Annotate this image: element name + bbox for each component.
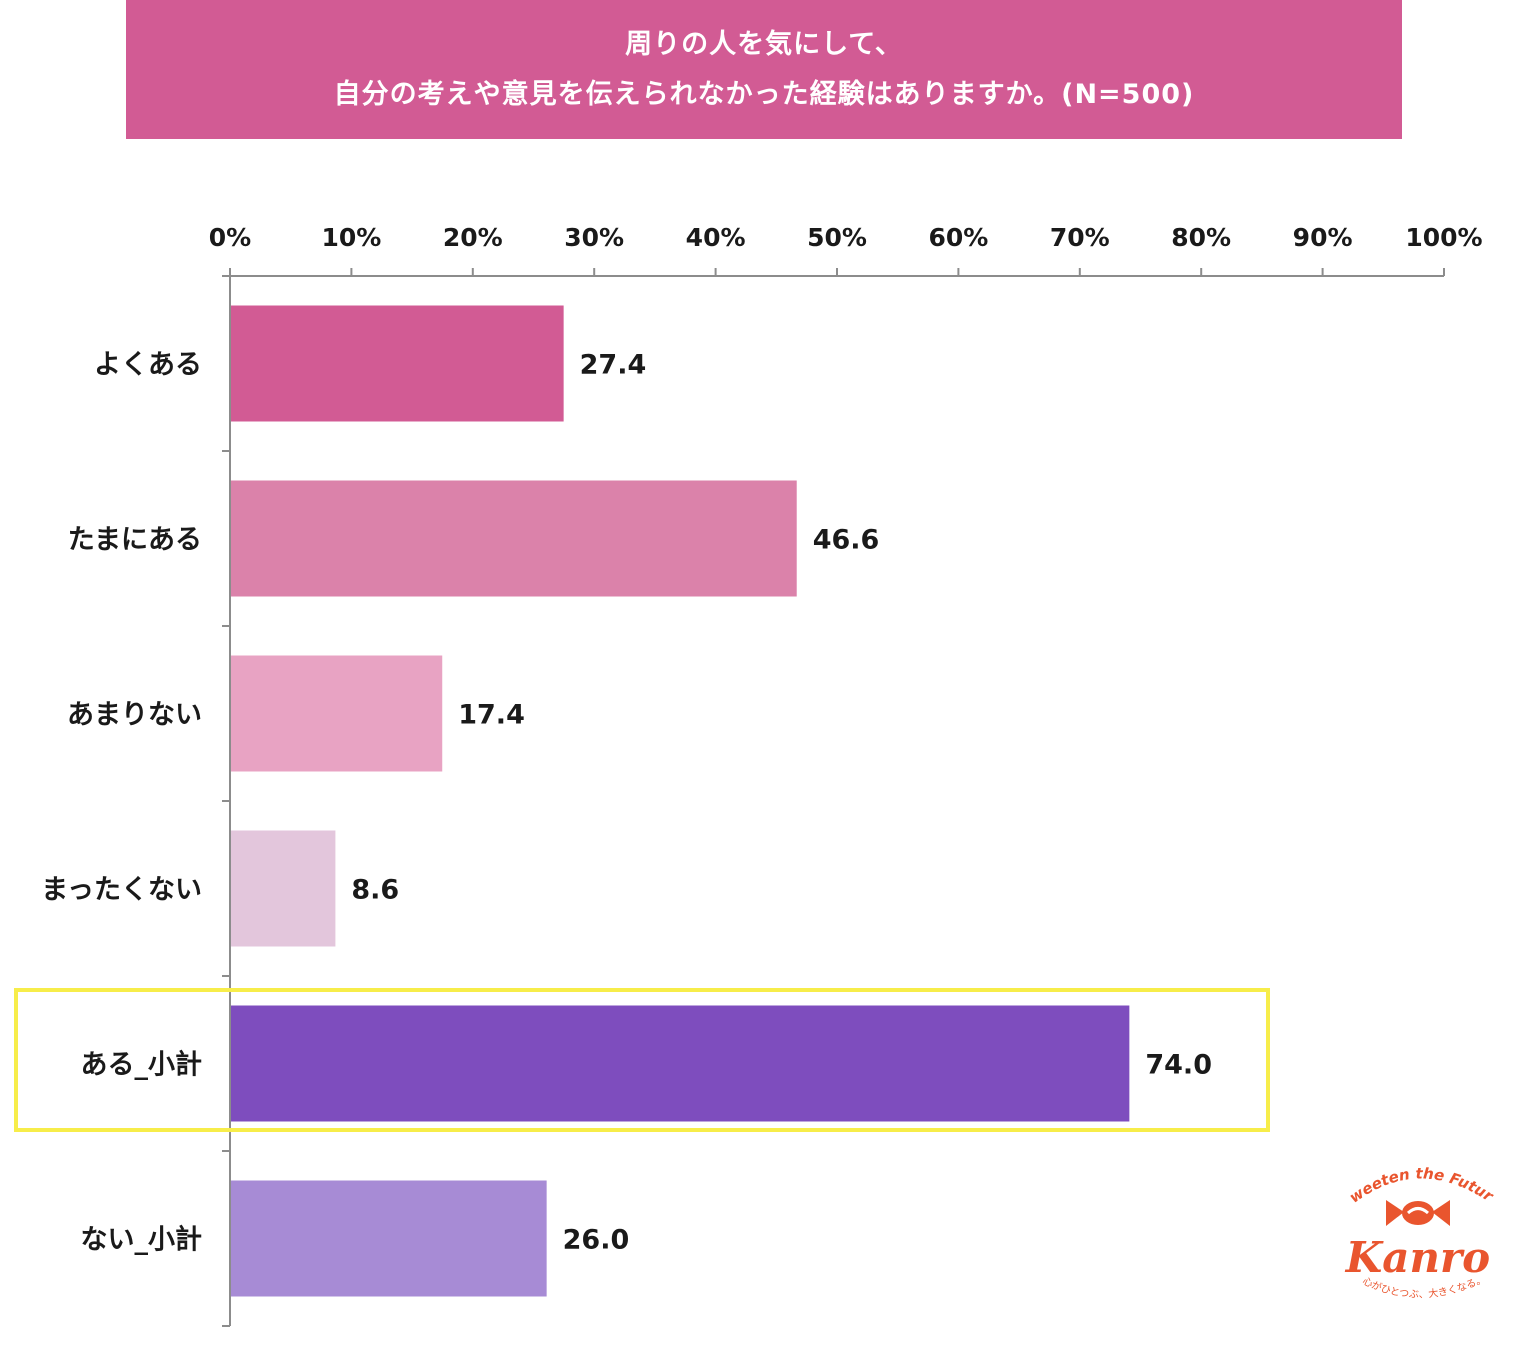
x-tick-label: 80% <box>1171 223 1231 252</box>
chart-title-banner: 周りの人を気にして、 自分の考えや意見を伝えられなかった経験はありますか。(N=… <box>126 0 1402 139</box>
category-label: たまにある <box>68 525 202 556</box>
value-label: 27.4 <box>580 350 647 381</box>
candy-icon <box>1386 1200 1450 1226</box>
kanro-logo: Sweeten the Future Kanro 心がひとつぶ、大きくなる。 <box>1338 1160 1498 1301</box>
category-label: ある_小計 <box>81 1049 203 1081</box>
logo-brand: Kanro <box>1345 1233 1490 1282</box>
x-tick-label: 50% <box>807 223 867 252</box>
category-label: あまりない <box>67 700 202 731</box>
bar <box>231 305 564 422</box>
value-label: 8.6 <box>351 875 399 906</box>
x-tick-label: 100% <box>1405 223 1482 252</box>
bar <box>231 480 797 597</box>
x-tick-label: 60% <box>928 223 988 252</box>
x-tick-label: 30% <box>564 223 624 252</box>
chart-title-line2: 自分の考えや意見を伝えられなかった経験はありますか。(N=500) <box>333 78 1195 110</box>
bar <box>231 830 336 947</box>
category-label: まったくない <box>41 875 202 906</box>
logo-tagline: Sweeten the Future <box>1338 1160 1498 1207</box>
category-label: よくある <box>94 350 202 381</box>
value-label: 17.4 <box>458 700 525 731</box>
highlight-box <box>14 988 1270 1132</box>
x-tick-label: 20% <box>443 223 503 252</box>
chart-title-line1: 周りの人を気にして、 <box>625 28 903 60</box>
value-label: 74.0 <box>1145 1050 1212 1081</box>
x-tick-label: 40% <box>686 223 746 252</box>
category-label: ない_小計 <box>81 1224 203 1256</box>
value-label: 26.0 <box>563 1225 630 1256</box>
x-tick-label: 10% <box>321 223 381 252</box>
bar <box>231 1005 1130 1122</box>
bar <box>231 1180 547 1297</box>
value-label: 46.6 <box>813 525 880 556</box>
bar <box>231 655 443 772</box>
x-tick-label: 70% <box>1050 223 1110 252</box>
x-tick-label: 0% <box>209 223 251 252</box>
x-tick-label: 90% <box>1293 223 1353 252</box>
